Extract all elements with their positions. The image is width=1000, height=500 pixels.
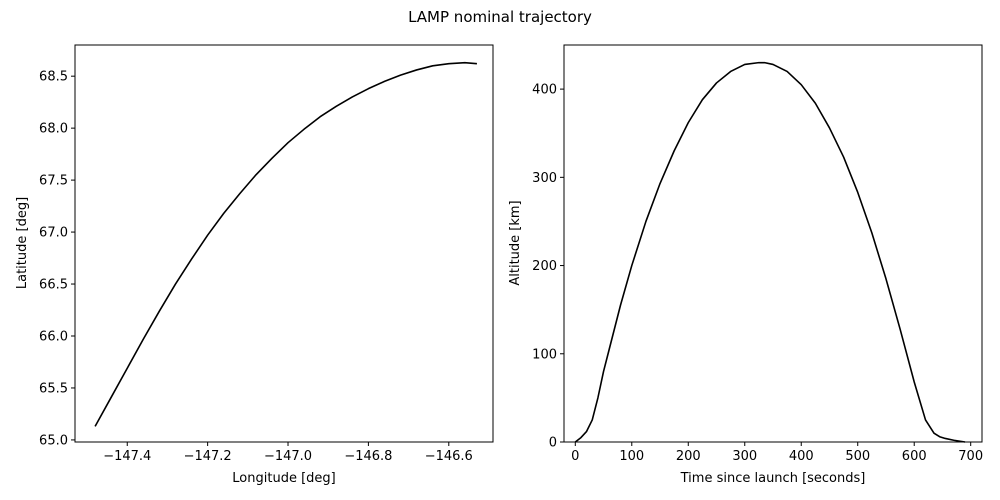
x-tick-label: 700 — [958, 449, 983, 464]
x-ticks: 0 100 200 300 400 500 600 700 — [571, 442, 983, 464]
y-tick-label: 66.0 — [39, 329, 68, 344]
y-tick-label: 65.0 — [39, 433, 68, 448]
series-line-trajectory — [94, 61, 477, 427]
x-tick-label: 0 — [571, 449, 579, 464]
y-tick-label: 68.0 — [39, 122, 68, 137]
y-tick-label: 300 — [532, 171, 557, 186]
plot-lines — [574, 61, 966, 443]
plot-lines — [94, 61, 477, 427]
x-tick-label: −146.6 — [425, 449, 473, 464]
y-tick-label: 67.5 — [39, 174, 68, 189]
x-tick-label: 400 — [789, 449, 814, 464]
y-ticks: 0 100 200 300 400 — [532, 83, 564, 451]
y-tick-label: 67.0 — [39, 226, 68, 241]
y-axis-label: Altitude [km] — [508, 200, 523, 285]
x-tick-label: −147.2 — [184, 449, 232, 464]
x-tick-label: −147.0 — [264, 449, 312, 464]
x-tick-label: 600 — [902, 449, 927, 464]
x-tick-label: 300 — [732, 449, 757, 464]
y-ticks: 65.0 65.5 66.0 66.5 67.0 67.5 68.0 68.5 — [39, 70, 75, 448]
y-tick-label: 100 — [532, 347, 557, 362]
x-ticks: −147.4 −147.2 −147.0 −146.8 −146.6 — [103, 442, 473, 464]
figure-title: LAMP nominal trajectory — [408, 8, 592, 26]
y-tick-label: 400 — [532, 83, 557, 98]
x-tick-label: 100 — [619, 449, 644, 464]
y-tick-label: 0 — [549, 436, 557, 451]
x-tick-label: 200 — [676, 449, 701, 464]
axes-frame — [74, 44, 494, 443]
y-tick-label: 65.5 — [39, 381, 68, 396]
axes-frame — [563, 44, 983, 443]
x-tick-label: 500 — [845, 449, 870, 464]
latitude-longitude-plot: −147.4 −147.2 −147.0 −146.8 −146.6 65.065.56… — [15, 44, 494, 486]
y-tick-label: 66.5 — [39, 278, 68, 293]
x-tick-label: −146.8 — [344, 449, 392, 464]
x-axis-label: Time since launch [seconds] — [680, 471, 866, 486]
altitude-time-plot: 0 100 200 300 400 500 600 700 0 100 200 300 400 Tim… — [508, 44, 983, 486]
series-line-altitude — [574, 61, 966, 443]
x-tick-label: −147.4 — [103, 449, 151, 464]
y-tick-label: 200 — [532, 259, 557, 274]
x-axis-label: Longitude [deg] — [232, 471, 335, 486]
y-tick-label: 68.5 — [39, 70, 68, 85]
y-axis-label: Latitude [deg] — [15, 197, 30, 289]
